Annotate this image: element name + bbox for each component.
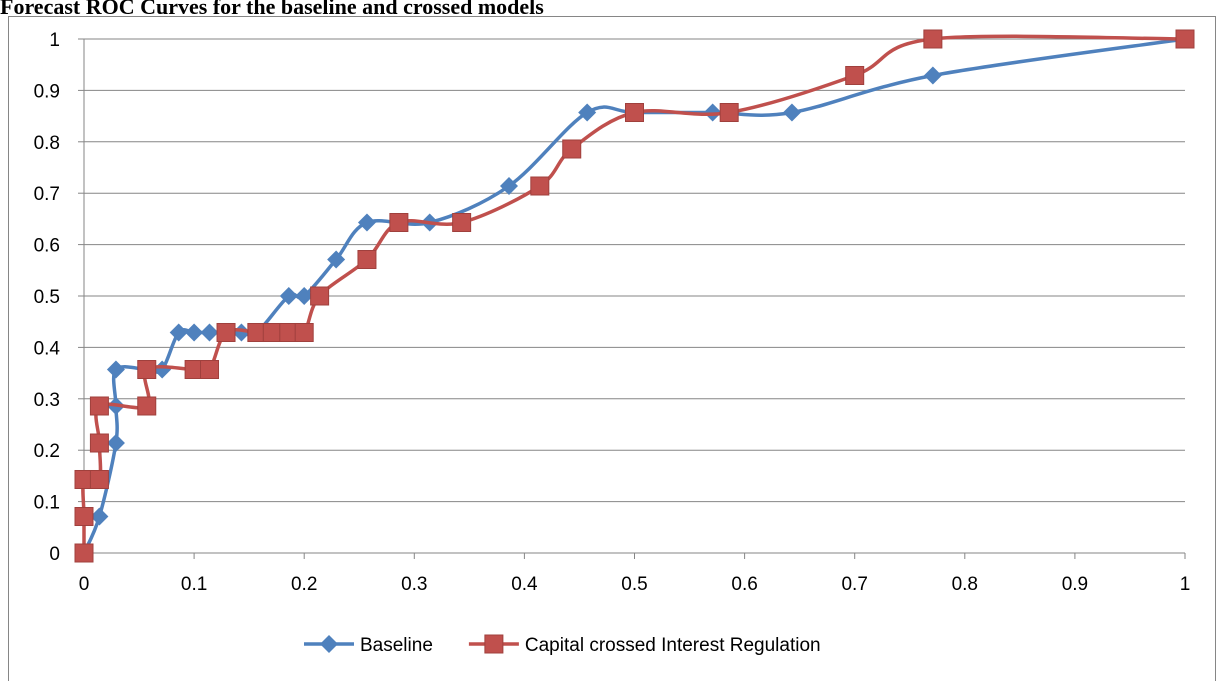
marker: [106, 360, 125, 379]
marker: [719, 103, 739, 123]
marker: [499, 177, 518, 196]
y-tick-label: 0: [49, 544, 60, 565]
legend-label: Capital crossed Interest Regulation: [525, 635, 821, 656]
marker: [200, 360, 220, 380]
marker: [89, 433, 109, 453]
x-tick-label: 0.8: [952, 574, 978, 595]
y-tick-label: 0.4: [34, 338, 61, 359]
marker: [320, 635, 338, 653]
marker: [185, 323, 204, 342]
x-tick-label: 0.5: [621, 574, 647, 595]
marker: [923, 29, 943, 49]
marker: [389, 212, 409, 232]
marker: [106, 434, 125, 453]
marker: [200, 323, 219, 342]
y-tick-label: 0.6: [34, 236, 60, 257]
y-tick-label: 0.7: [34, 184, 60, 205]
marker: [357, 250, 377, 270]
chart-frame: [8, 16, 1216, 681]
y-tick-label: 0.2: [34, 441, 60, 462]
marker: [90, 507, 109, 526]
marker: [530, 176, 550, 196]
marker: [295, 287, 314, 305]
marker: [232, 323, 251, 342]
marker: [137, 360, 157, 380]
x-tick-label: 0.1: [181, 574, 207, 595]
y-tick-label: 0.8: [34, 133, 60, 154]
chart-title: Forecast ROC Curves for the baseline and…: [0, 0, 544, 19]
marker: [294, 322, 314, 342]
y-tick-label: 0.5: [34, 287, 60, 308]
marker: [452, 212, 472, 232]
marker: [262, 322, 282, 342]
marker: [279, 287, 298, 305]
x-tick-label: 0.9: [1062, 574, 1088, 595]
marker: [845, 65, 865, 85]
x-tick-label: 0: [79, 574, 90, 595]
y-tick-label: 1: [49, 30, 60, 51]
y-tick-label: 0.9: [34, 81, 60, 102]
marker: [625, 103, 644, 123]
x-tick-label: 0.7: [841, 574, 867, 595]
marker: [562, 139, 582, 159]
x-tick-label: 1: [1180, 574, 1191, 595]
marker: [923, 66, 942, 85]
marker: [153, 360, 172, 379]
marker: [74, 507, 94, 527]
y-tick-label: 0.3: [34, 390, 60, 411]
marker: [310, 286, 330, 306]
marker: [216, 322, 236, 342]
marker: [1175, 29, 1195, 49]
marker: [357, 213, 376, 232]
marker: [782, 103, 801, 122]
marker: [89, 469, 109, 489]
x-tick-label: 0.3: [401, 574, 427, 595]
x-tick-label: 0.6: [731, 574, 757, 595]
x-tick-label: 0.4: [511, 574, 538, 595]
y-tick-label: 0.1: [34, 493, 60, 514]
marker: [327, 250, 346, 269]
marker: [89, 396, 109, 416]
marker: [578, 103, 597, 122]
x-tick-label: 0.2: [291, 574, 317, 595]
title-band: [0, 0, 1217, 16]
legend-label: Baseline: [360, 635, 433, 656]
marker: [137, 396, 157, 416]
marker: [484, 634, 504, 654]
marker: [74, 543, 94, 563]
marker: [169, 323, 188, 342]
